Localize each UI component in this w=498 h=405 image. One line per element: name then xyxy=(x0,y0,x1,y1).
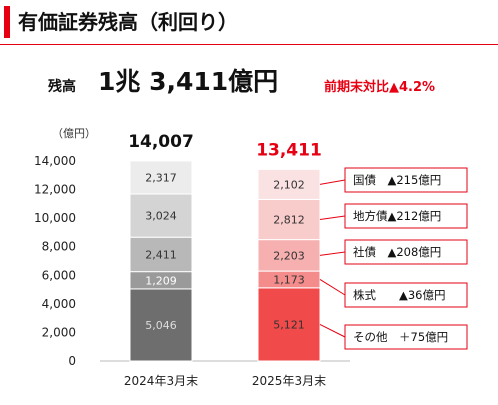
annotation-box xyxy=(344,282,468,308)
annotation-connector xyxy=(319,251,346,256)
balance-label: 残高 xyxy=(48,79,76,95)
y-tick-label: 14,000 xyxy=(34,154,76,168)
annotation-connector xyxy=(319,323,346,338)
bar-segment-jgb xyxy=(129,160,193,195)
bar-segment-jgb xyxy=(257,168,321,200)
bar-value-label: 5,046 xyxy=(145,319,177,332)
page-title: 有価証券残高（利回り） xyxy=(18,10,238,34)
y-tick-label: 10,000 xyxy=(34,211,76,225)
bar-value-label: 2,102 xyxy=(273,178,305,191)
bar-value-label: 1,209 xyxy=(145,274,177,287)
annotation-text-other: その他 ＋75億円 xyxy=(353,330,448,344)
annotation-connector xyxy=(319,215,346,221)
x-category-label: 2024年3月末 xyxy=(124,374,198,388)
bar-segment-municipal xyxy=(129,193,193,238)
y-tick-label: 4,000 xyxy=(42,297,76,311)
balance-value: 1兆 3,411億円 xyxy=(98,67,279,96)
bar-value-label: 5,121 xyxy=(273,318,305,331)
y-tick-label: 2,000 xyxy=(42,325,76,339)
bar-segment-other xyxy=(129,288,193,362)
y-tick-label: 8,000 xyxy=(42,240,76,254)
bar-value-label: 2,411 xyxy=(145,248,177,261)
annotation-text-jgb: 国債 ▲215億円 xyxy=(353,173,441,187)
bar-value-label: 3,024 xyxy=(145,210,177,223)
balance-change: 前期末対比▲4.2% xyxy=(324,80,436,95)
annotation-box xyxy=(344,239,468,265)
y-tick-label: 12,000 xyxy=(34,183,76,197)
y-axis-unit: （億円） xyxy=(52,127,96,140)
y-tick-label: 0 xyxy=(68,354,76,368)
bar-segment-corporate xyxy=(129,236,193,273)
x-category-label: 2025年3月末 xyxy=(252,374,326,388)
title-divider xyxy=(0,44,498,45)
bar-segment-corporate xyxy=(257,239,321,272)
annotation-text-municipal: 地方債▲212億円 xyxy=(353,209,441,223)
annotation-connector xyxy=(319,179,346,185)
annotation-box xyxy=(344,324,468,350)
annotation-connector xyxy=(319,279,346,296)
title-accent-bar xyxy=(4,6,10,38)
bar-total-label: 14,007 xyxy=(128,132,194,152)
annotation-box xyxy=(344,167,468,193)
annotation-text-stocks: 株式 ▲36億円 xyxy=(353,288,445,302)
bar-value-label: 2,812 xyxy=(273,214,305,227)
bar-value-label: 2,317 xyxy=(145,171,177,184)
y-tick-label: 6,000 xyxy=(42,268,76,282)
annotation-box xyxy=(344,203,468,229)
bar-value-label: 1,173 xyxy=(273,273,305,286)
annotation-text-corporate: 社債 ▲208億円 xyxy=(353,245,441,259)
bar-total-label: 13,411 xyxy=(256,140,322,160)
bar-value-label: 2,203 xyxy=(273,249,305,262)
